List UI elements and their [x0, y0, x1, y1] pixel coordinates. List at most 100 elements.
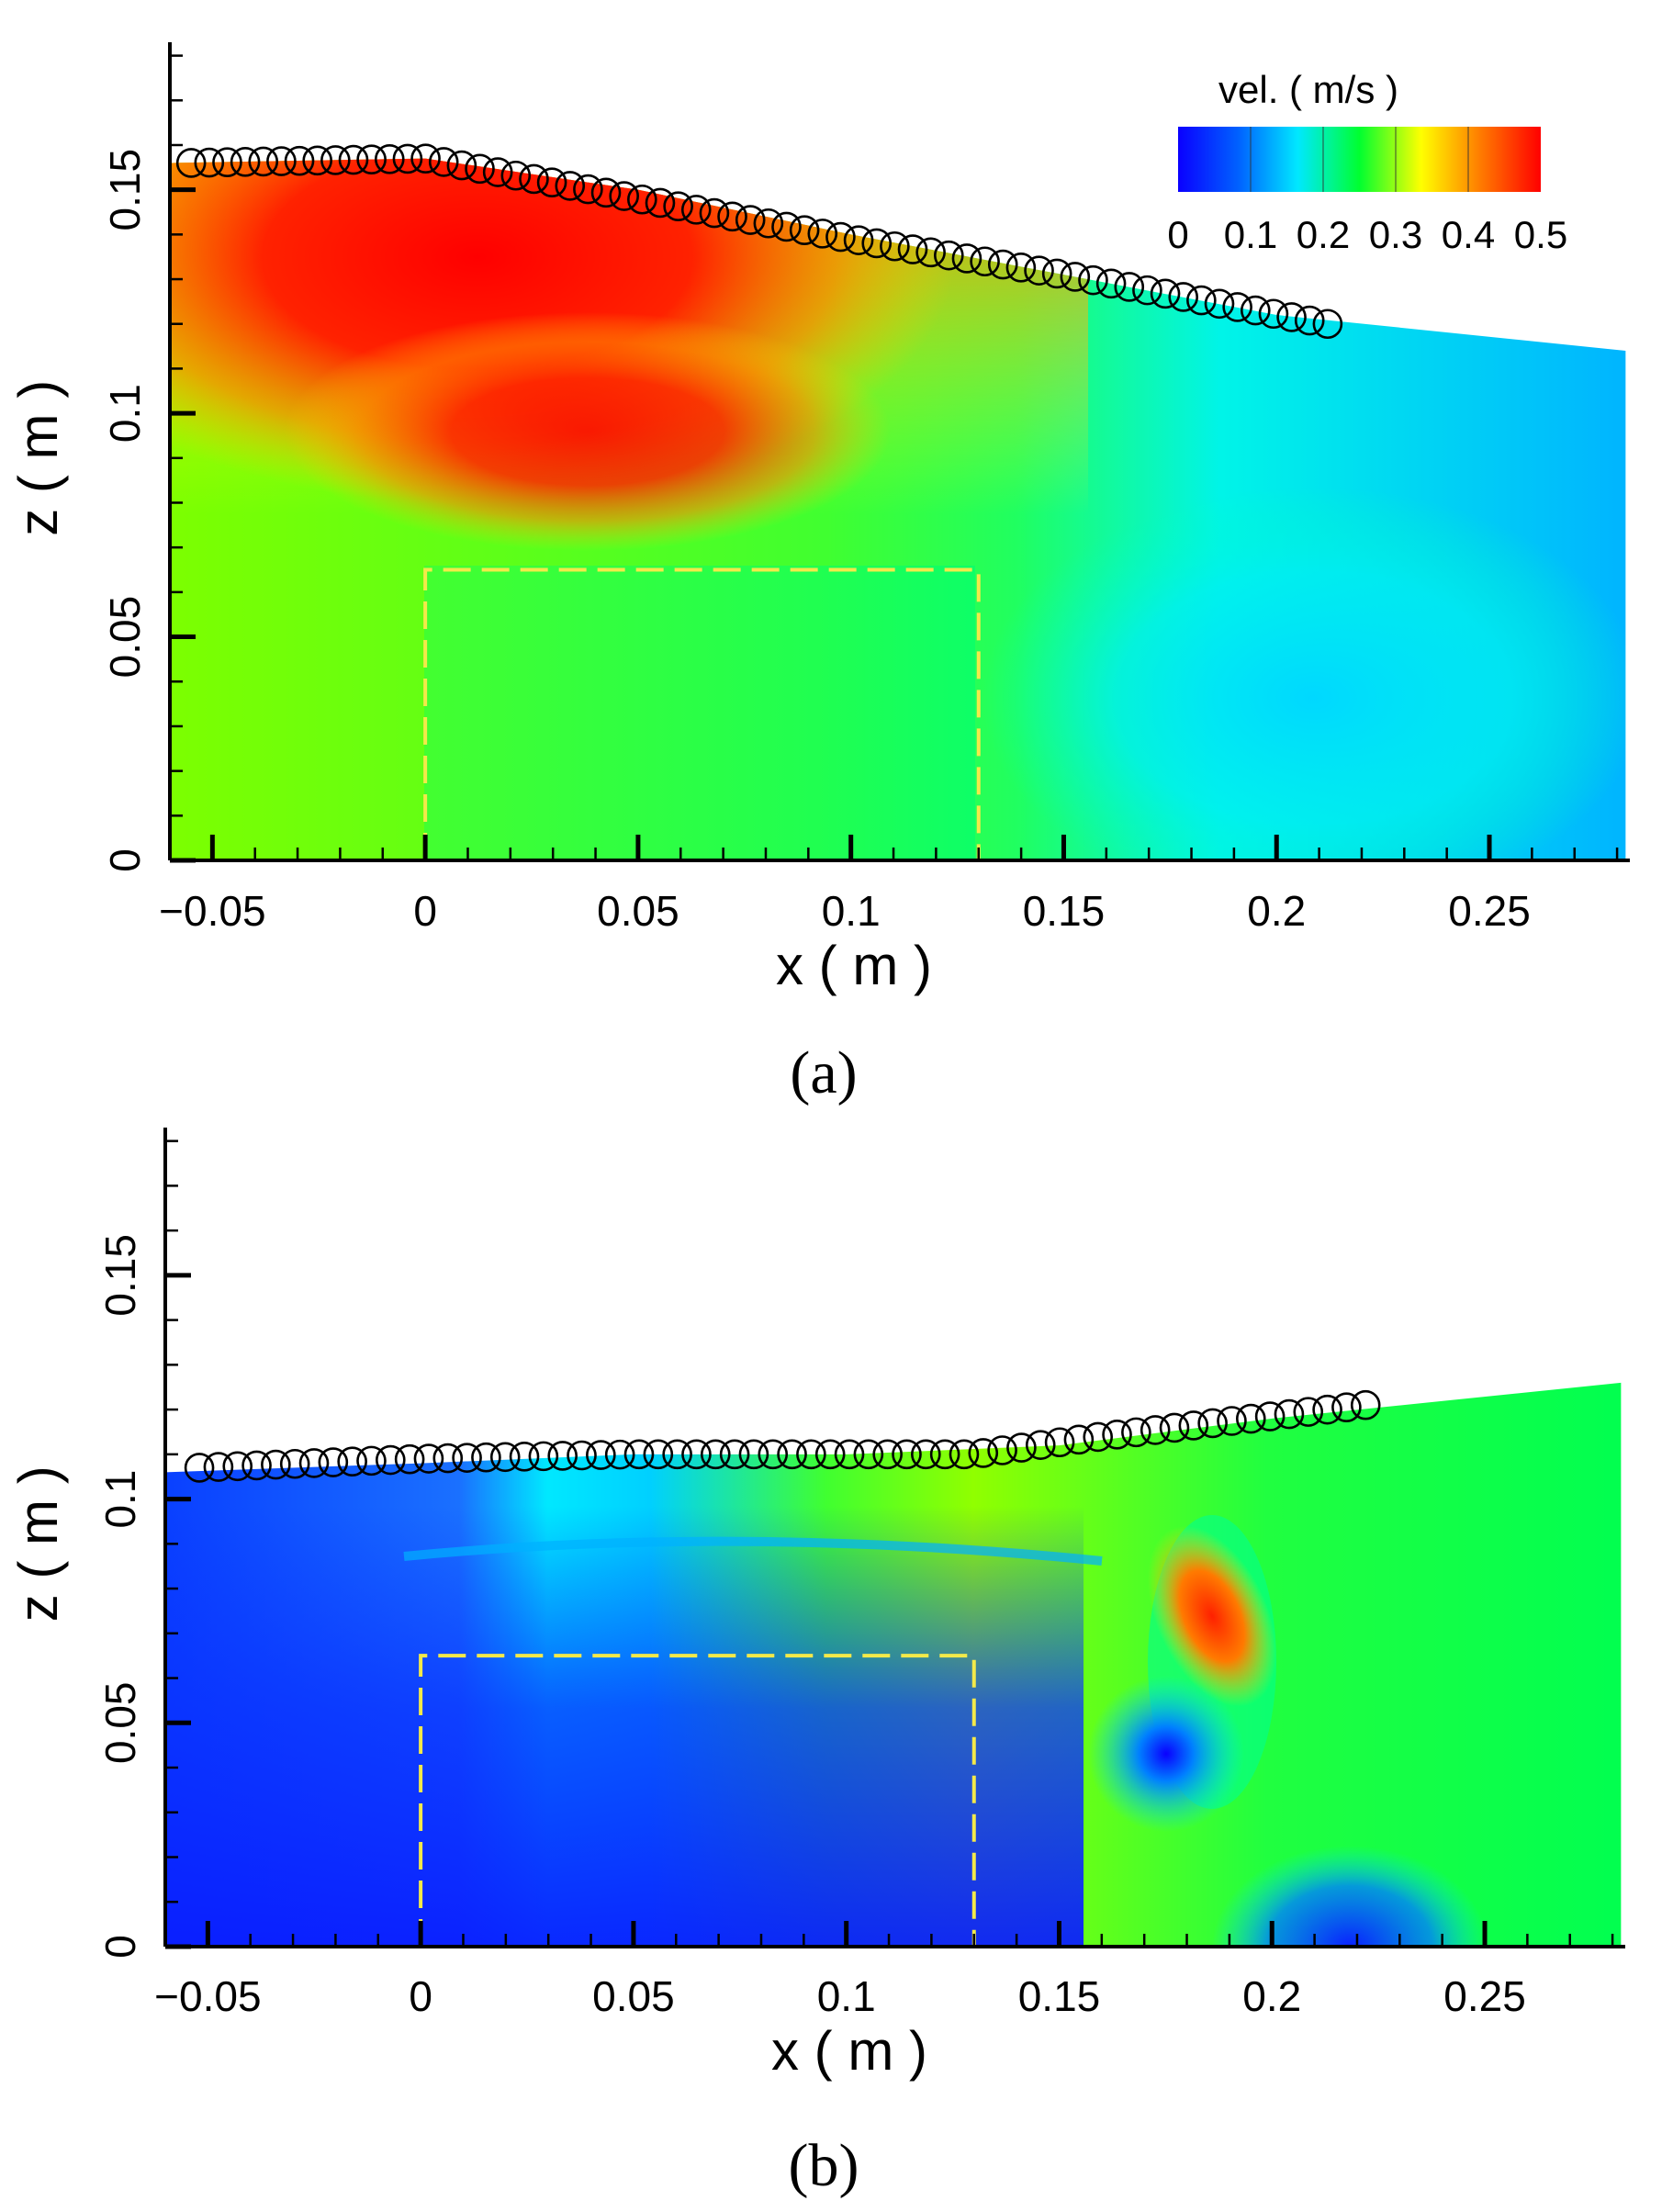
surface-marker	[1005, 253, 1037, 283]
surface-marker	[681, 1439, 712, 1470]
y-tick-label: 0.05	[101, 596, 149, 679]
surface-marker	[528, 1441, 559, 1472]
surface-marker	[194, 147, 225, 178]
y-tick-label: 0	[96, 1935, 144, 1959]
surface-marker	[298, 1448, 330, 1478]
surface-marker	[934, 240, 964, 271]
x-tick-label: −0.05	[154, 1972, 261, 2020]
x-tick-label: 0.15	[1018, 1972, 1101, 2020]
surface-marker	[807, 219, 838, 249]
surface-marker	[590, 177, 622, 208]
surface-marker	[465, 153, 495, 185]
surface-marker	[500, 160, 532, 191]
surface-marker	[1222, 292, 1252, 322]
surface-marker	[212, 147, 242, 178]
surface-marker	[489, 1442, 521, 1473]
surface-marker	[266, 146, 297, 176]
surface-marker	[1121, 1417, 1151, 1448]
surface-marker	[573, 174, 603, 205]
surface-marker	[771, 211, 802, 242]
surface-marker	[547, 1441, 578, 1471]
surface-marker	[897, 234, 928, 264]
surface-marker	[753, 208, 784, 239]
surface-marker	[872, 1439, 903, 1470]
surface-marker	[261, 1449, 291, 1480]
obstacle-outline	[419, 1654, 976, 1947]
colorbar-tick-label: 0	[1167, 213, 1188, 256]
x-tick-label: 0.25	[1443, 1972, 1526, 2020]
surface-marker	[1240, 295, 1271, 326]
surface-marker	[374, 144, 405, 174]
y-tick-label: 0	[101, 848, 149, 872]
surface-marker	[1102, 1420, 1132, 1450]
surface-marker	[699, 197, 730, 229]
x-tick-label: 0.2	[1242, 1972, 1301, 2020]
surface-marker	[509, 1442, 540, 1472]
surface-marker	[789, 215, 820, 245]
surface-marker	[1217, 1406, 1247, 1436]
surface-marker	[609, 181, 639, 211]
surface-marker	[279, 1448, 310, 1479]
surface-marker	[1293, 1397, 1324, 1427]
surface-marker	[645, 187, 676, 219]
y-axis-label: z ( m )	[7, 1465, 69, 1622]
surface-marker	[248, 146, 279, 177]
surface-marker	[719, 1439, 750, 1470]
surface-marker	[392, 143, 423, 174]
obstacle-outline	[423, 567, 981, 860]
surface-markers	[184, 1389, 1381, 1483]
surface-marker	[1274, 1398, 1305, 1430]
velocity-field-b	[165, 1382, 1622, 1947]
surface-marker	[555, 171, 586, 201]
surface-marker	[452, 1443, 482, 1473]
surface-marker	[843, 225, 874, 255]
surface-marker	[1060, 262, 1091, 292]
surface-marker	[1044, 1427, 1075, 1458]
surface-marker	[892, 1439, 922, 1470]
surface-marker	[1312, 1394, 1342, 1425]
x-tick-label: 0.05	[592, 1972, 675, 2020]
y-tick-label: 0.15	[101, 149, 149, 231]
surface-marker	[861, 228, 893, 259]
surface-marker	[814, 1439, 846, 1470]
surface-marker	[680, 195, 712, 225]
surface-marker	[987, 249, 1018, 280]
surface-marker	[482, 157, 513, 187]
surface-marker	[825, 221, 856, 253]
surface-marker	[394, 1443, 425, 1475]
surface-marker	[432, 1443, 464, 1474]
surface-marker	[758, 1439, 789, 1470]
surface-marker	[1276, 302, 1307, 332]
surface-marker	[623, 1439, 655, 1470]
x-tick-label: 0.2	[1247, 887, 1306, 935]
surface-marker	[1140, 1415, 1171, 1445]
surface-markers	[175, 143, 1343, 340]
surface-marker	[519, 163, 549, 195]
surface-marker	[376, 1444, 406, 1476]
x-tick-label: 0.05	[597, 887, 679, 935]
surface-marker	[853, 1439, 884, 1470]
surface-marker	[880, 230, 910, 262]
surface-marker	[1150, 278, 1181, 309]
x-tick-label: 0.1	[817, 1972, 876, 2020]
surface-marker	[796, 1439, 826, 1470]
x-tick-label: 0.25	[1448, 887, 1531, 935]
surface-marker	[1078, 264, 1108, 296]
panel-label-b: (b)	[789, 2132, 859, 2199]
colorbar-title: vel. ( m/s )	[1218, 68, 1398, 111]
surface-marker	[1350, 1389, 1381, 1420]
surface-marker	[410, 143, 441, 174]
surface-marker	[184, 1453, 215, 1483]
surface-marker	[1095, 268, 1127, 299]
surface-marker	[1178, 1410, 1209, 1441]
colorbar-tick-label: 0.5	[1514, 213, 1567, 256]
surface-marker	[951, 243, 982, 274]
surface-marker	[700, 1439, 731, 1470]
surface-marker	[241, 1450, 272, 1481]
surface-marker	[663, 191, 693, 221]
surface-marker	[175, 148, 207, 178]
colorbar-tick-label: 0.1	[1224, 213, 1277, 256]
x-axis-label: x ( m )	[776, 935, 932, 996]
surface-marker	[356, 144, 387, 175]
surface-marker	[738, 1439, 769, 1470]
